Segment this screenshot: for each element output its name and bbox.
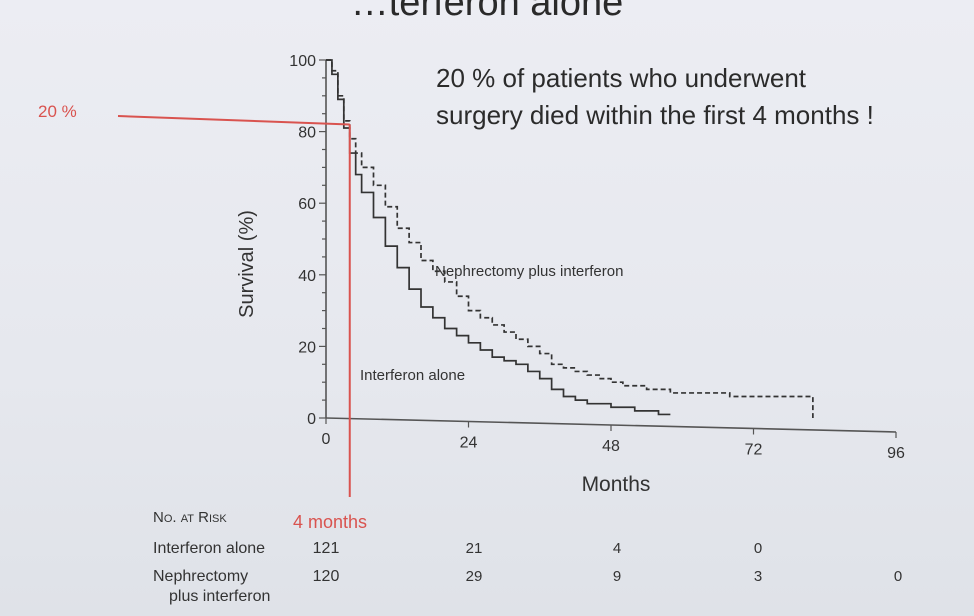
interferon-curve-label: Interferon alone xyxy=(360,367,465,384)
at-risk-row-2-name-line2: plus interferon xyxy=(169,588,271,605)
y-tick-label: 100 xyxy=(289,53,316,70)
at-risk-value: 29 xyxy=(465,568,483,585)
at-risk-row-1-name: Interferon alone xyxy=(153,540,266,557)
at-risk-row-2-name: Nephrectomy plus interferon xyxy=(153,567,270,607)
at-risk-value: 3 xyxy=(753,568,763,585)
reference-y-label: 20 % xyxy=(38,102,77,121)
x-tick-label: 24 xyxy=(460,435,478,452)
nephrectomy-curve-label: Nephrectomy plus interferon xyxy=(435,263,623,280)
x-tick-label: 48 xyxy=(602,438,620,455)
at-risk-value: 9 xyxy=(612,568,622,585)
x-tick-label: 72 xyxy=(745,442,763,459)
reference-x-label: 4 months xyxy=(293,512,368,532)
y-tick-label: 40 xyxy=(298,268,316,285)
at-risk-row-2-name-line1: Nephrectomy xyxy=(153,568,249,585)
annotation-line-1: 20 % of patients who underwent xyxy=(436,63,807,93)
chart-annotation: 20 % of patients who underwent surgery d… xyxy=(436,60,874,134)
at-risk-value: 21 xyxy=(465,540,483,557)
y-tick-label: 80 xyxy=(298,125,316,142)
x-tick-label: 96 xyxy=(887,445,905,462)
interferon-alone-curve xyxy=(326,59,671,416)
x-axis-title: Months xyxy=(582,473,651,496)
at-risk-value: 4 xyxy=(612,540,622,557)
y-tick-label: 60 xyxy=(298,196,316,213)
nephrectomy-curve xyxy=(326,59,814,418)
y-tick-label: 0 xyxy=(307,411,316,428)
y-tick-label: 20 xyxy=(298,339,316,356)
slide-title: …terferon alone xyxy=(350,0,624,24)
y-axis-title: Survival (%) xyxy=(236,210,258,318)
x-tick-label: 0 xyxy=(322,431,331,448)
at-risk-value: 0 xyxy=(893,568,903,585)
at-risk-value: 121 xyxy=(312,540,340,557)
annotation-line-2: surgery died within the first 4 months ! xyxy=(436,100,874,130)
at-risk-header-text: No. at Risk xyxy=(153,509,227,526)
at-risk-header: No. at Risk xyxy=(153,509,227,526)
reference-horizontal-line xyxy=(117,115,350,126)
at-risk-value: 0 xyxy=(753,540,763,557)
at-risk-value: 120 xyxy=(312,568,340,585)
